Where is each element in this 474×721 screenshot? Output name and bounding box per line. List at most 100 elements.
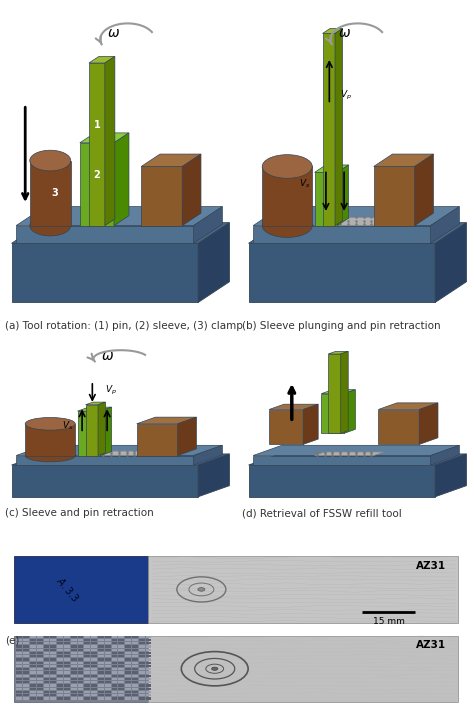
Bar xyxy=(64,665,70,667)
Bar xyxy=(78,678,83,680)
Bar xyxy=(105,675,110,677)
Bar xyxy=(23,658,29,660)
Bar xyxy=(125,675,131,677)
Bar xyxy=(146,678,152,680)
Bar xyxy=(17,658,22,660)
Polygon shape xyxy=(315,217,386,226)
Bar xyxy=(84,691,90,693)
Polygon shape xyxy=(16,456,193,465)
Bar xyxy=(64,681,70,684)
Bar xyxy=(112,668,118,671)
Bar xyxy=(105,684,110,686)
Ellipse shape xyxy=(262,213,312,237)
Bar xyxy=(98,642,104,645)
Polygon shape xyxy=(78,451,149,456)
Bar xyxy=(139,639,145,641)
Bar xyxy=(37,662,43,664)
Bar xyxy=(50,649,56,651)
Bar xyxy=(57,665,63,667)
Bar xyxy=(139,697,145,699)
Bar xyxy=(91,636,97,638)
Bar xyxy=(105,665,110,667)
Bar xyxy=(71,694,77,696)
Polygon shape xyxy=(253,206,459,226)
Bar xyxy=(23,645,29,647)
Bar xyxy=(112,658,118,660)
Bar xyxy=(17,694,22,696)
Bar xyxy=(125,681,131,684)
Bar xyxy=(37,691,43,693)
Bar xyxy=(44,675,49,677)
Bar xyxy=(23,662,29,664)
Bar xyxy=(17,655,22,658)
Bar xyxy=(139,668,145,671)
Polygon shape xyxy=(248,243,435,302)
Text: $\omega$: $\omega$ xyxy=(100,348,114,363)
Bar xyxy=(57,675,63,677)
Bar xyxy=(78,645,83,647)
Bar xyxy=(44,691,49,693)
Bar xyxy=(118,662,124,664)
Bar xyxy=(105,652,110,654)
Polygon shape xyxy=(335,29,343,226)
Bar xyxy=(71,681,77,684)
Bar xyxy=(37,671,43,673)
Bar xyxy=(71,691,77,693)
Polygon shape xyxy=(341,351,348,433)
Bar xyxy=(44,658,49,660)
Bar xyxy=(118,655,124,658)
Bar xyxy=(125,636,131,638)
Polygon shape xyxy=(337,165,348,226)
Bar xyxy=(37,639,43,641)
Bar xyxy=(146,658,152,660)
Bar xyxy=(23,684,29,686)
Ellipse shape xyxy=(25,449,75,462)
Bar xyxy=(17,665,22,667)
Bar xyxy=(23,675,29,677)
Bar xyxy=(139,645,145,647)
Bar xyxy=(105,658,110,660)
Polygon shape xyxy=(269,404,318,410)
Bar xyxy=(98,658,104,660)
Bar xyxy=(125,642,131,645)
Polygon shape xyxy=(11,223,229,243)
Text: $V_s$: $V_s$ xyxy=(62,419,73,432)
Bar xyxy=(50,668,56,671)
Bar xyxy=(57,668,63,671)
Text: 3: 3 xyxy=(51,188,58,198)
Bar xyxy=(44,671,49,673)
Bar xyxy=(132,681,138,684)
Polygon shape xyxy=(141,167,182,226)
Polygon shape xyxy=(322,33,335,226)
Bar xyxy=(44,684,49,686)
Bar xyxy=(64,697,70,699)
Bar xyxy=(84,649,90,651)
Bar xyxy=(98,688,104,690)
Text: 2: 2 xyxy=(93,170,100,180)
Bar xyxy=(64,675,70,677)
Bar xyxy=(44,697,49,699)
Bar xyxy=(64,645,70,647)
Bar xyxy=(118,665,124,667)
Bar xyxy=(44,688,49,690)
Bar xyxy=(146,684,152,686)
Bar xyxy=(146,662,152,664)
Bar xyxy=(146,691,152,693)
Bar xyxy=(57,697,63,699)
Text: $\it{A.3.3}$: $\it{A.3.3}$ xyxy=(54,575,82,604)
Bar xyxy=(50,652,56,654)
Bar xyxy=(118,649,124,651)
Bar xyxy=(57,691,63,693)
Bar xyxy=(23,665,29,667)
Bar xyxy=(125,658,131,660)
Bar xyxy=(84,694,90,696)
Bar xyxy=(125,694,131,696)
Bar xyxy=(30,652,36,654)
Bar xyxy=(30,668,36,671)
Bar xyxy=(139,678,145,680)
Bar xyxy=(91,694,97,696)
Bar xyxy=(17,688,22,690)
Text: $\omega$: $\omega$ xyxy=(108,27,120,40)
Bar xyxy=(30,697,36,699)
Bar xyxy=(71,636,77,638)
